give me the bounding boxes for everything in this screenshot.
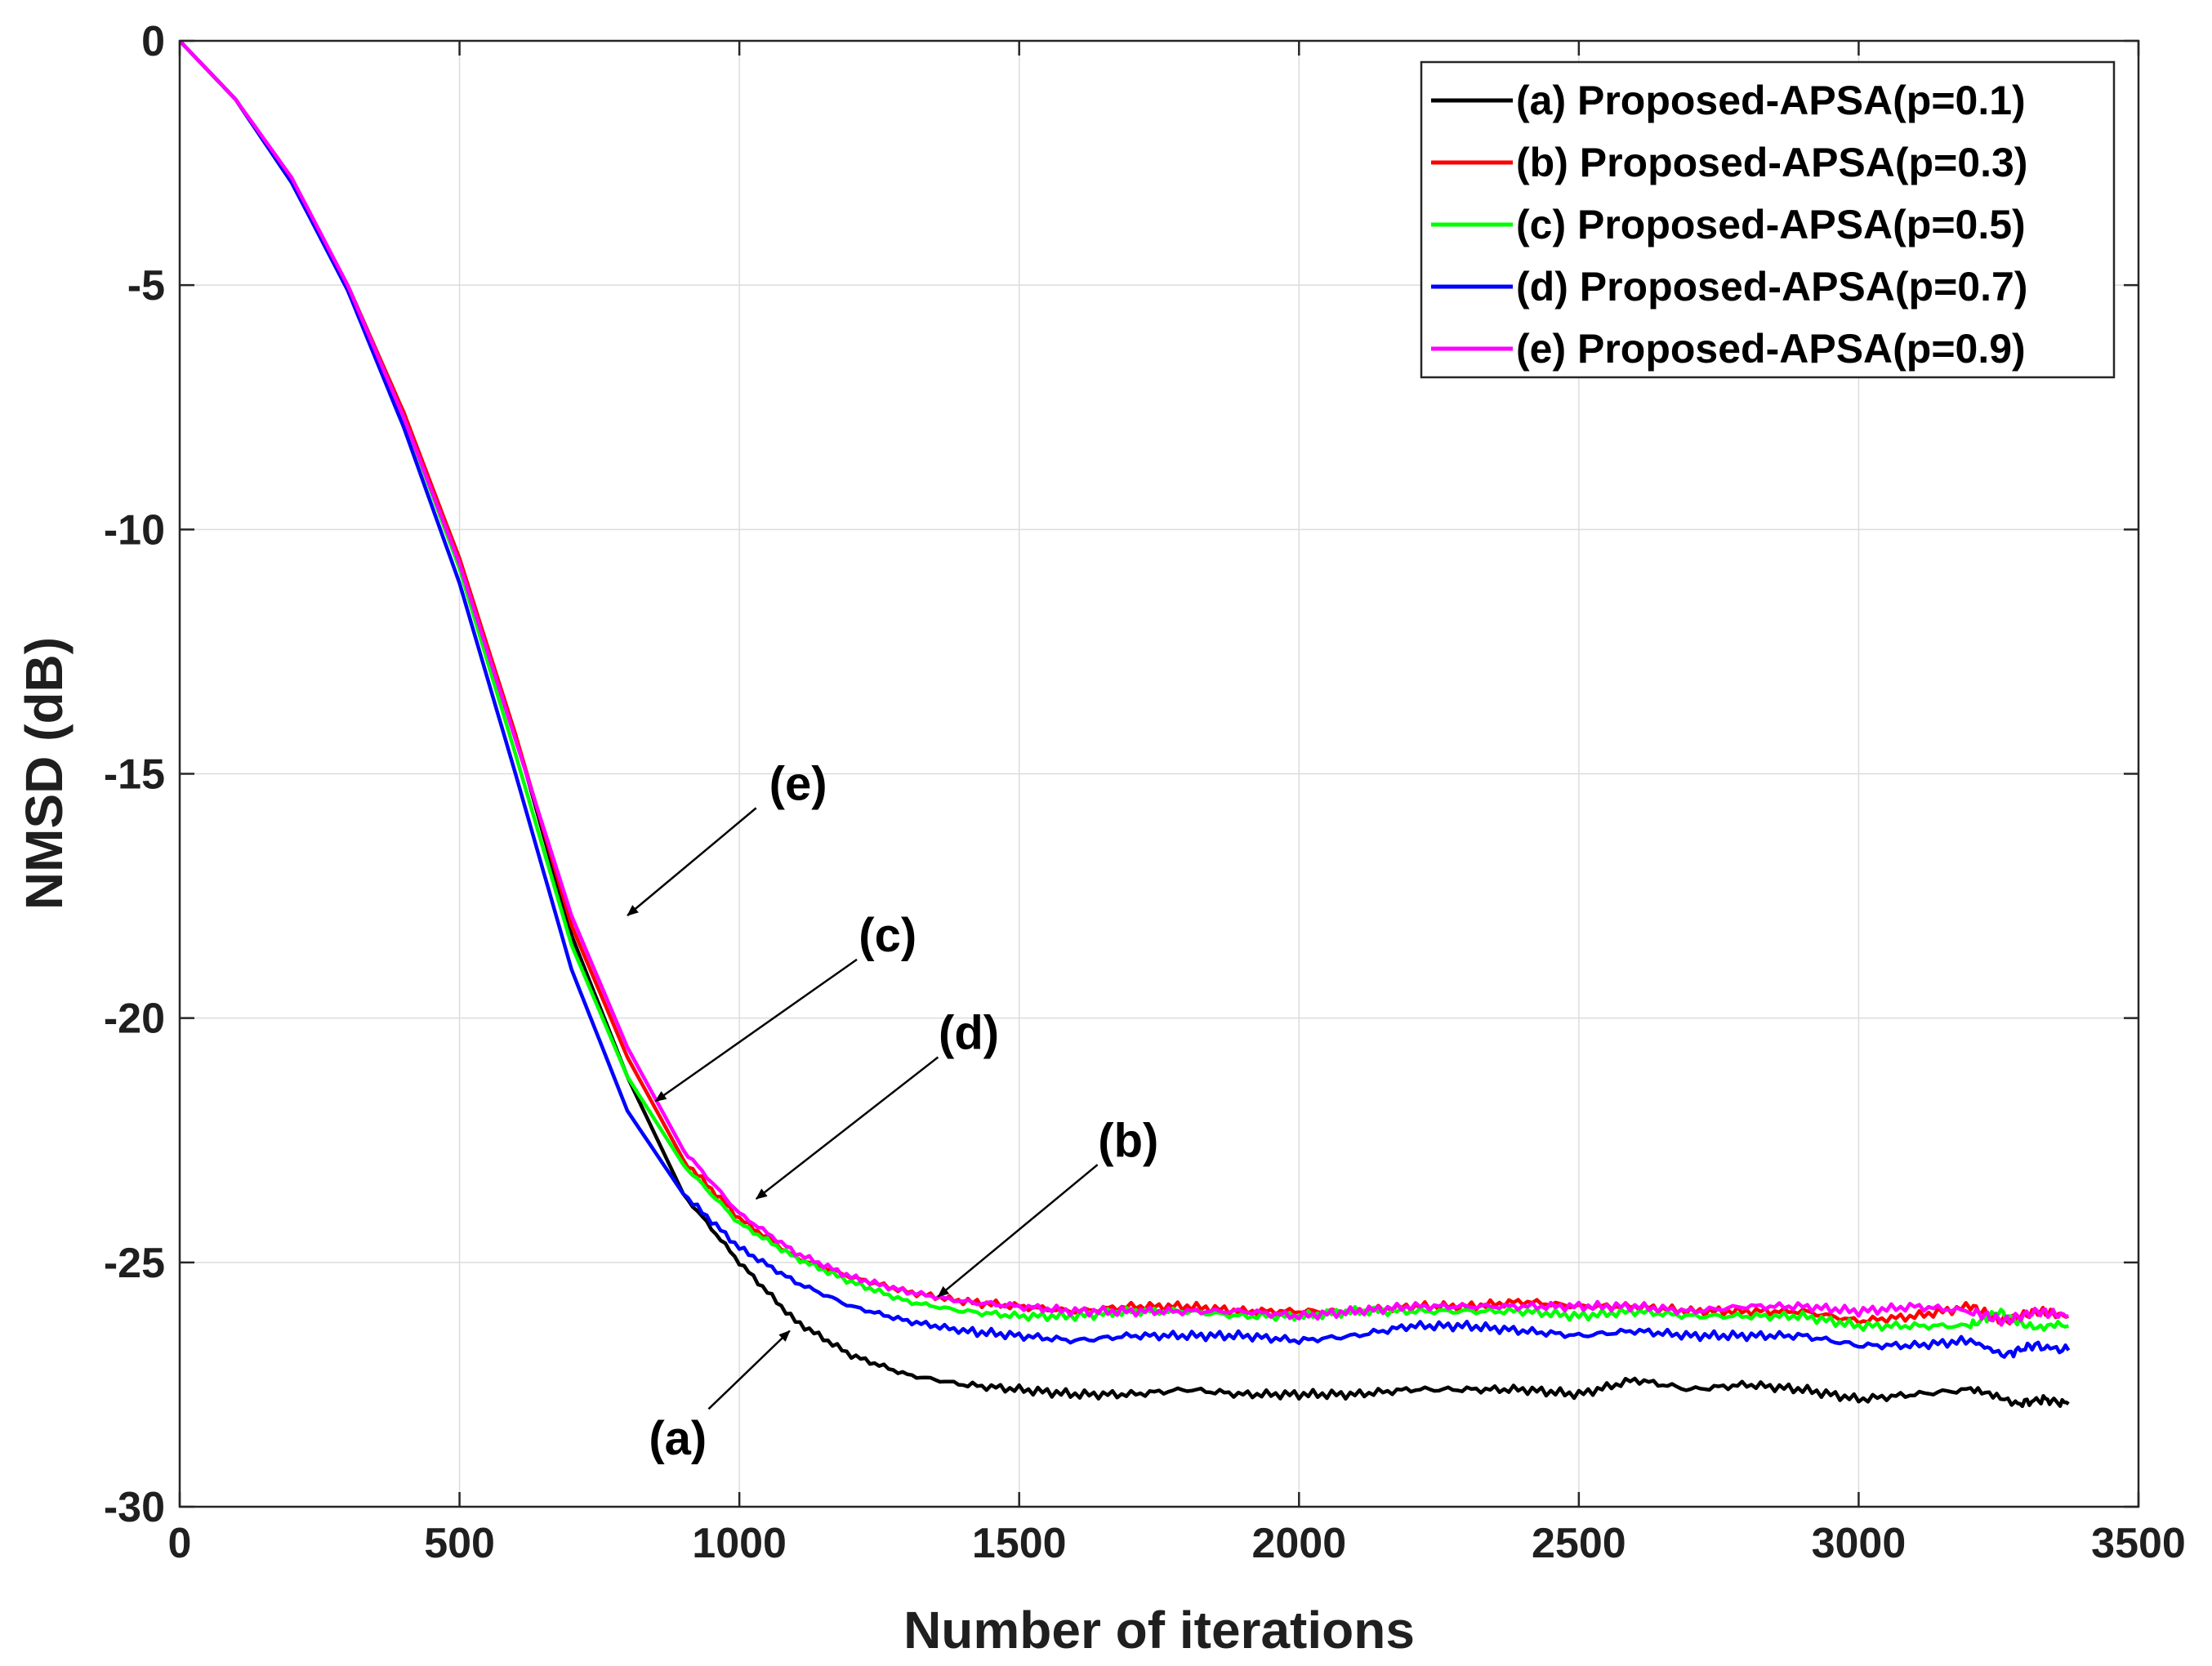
annotation-arrow <box>755 1056 939 1200</box>
legend-box <box>1420 60 2116 379</box>
annotation-label: (e) <box>769 757 827 810</box>
legend-label: (b) Proposed-APSA(p=0.3) <box>1516 140 2027 185</box>
x-tick-label: 2500 <box>1532 1520 1626 1567</box>
y-tick-label: -15 <box>104 751 165 799</box>
y-tick-label: -25 <box>104 1240 165 1287</box>
y-tick-label: 0 <box>141 18 165 65</box>
annotations: (e) (c) (d) (b) (a) <box>627 757 1158 1465</box>
y-tick-label: -5 <box>127 262 165 310</box>
x-tick-label: 3500 <box>2091 1520 2186 1567</box>
annotation-label: (c) <box>858 909 916 962</box>
y-axis-label: NMSD (dB) <box>15 637 74 910</box>
grid-lines <box>180 41 2138 1507</box>
x-tick-label: 0 <box>168 1520 192 1567</box>
series-line-5 <box>180 41 2069 1327</box>
legend-label: (d) Proposed-APSA(p=0.7) <box>1516 264 2027 310</box>
legend-label: (a) Proposed-APSA(p=0.1) <box>1516 78 2026 123</box>
annotation-arrow <box>937 1164 1099 1298</box>
x-tick-label: 1000 <box>692 1520 787 1567</box>
y-tick-label: -20 <box>104 996 165 1043</box>
annotation-arrow <box>707 1330 791 1410</box>
annotation-arrow <box>654 958 858 1102</box>
axis-ticks: 0 500 1000 1500 2000 2500 3000 3500 0 -5 -10 -15 -20… <box>104 18 2186 1567</box>
legend-label: (e) Proposed-APSA(p=0.9) <box>1516 326 2026 372</box>
annotation-label: (a) <box>649 1412 707 1465</box>
legend: (a) Proposed-APSA(p=0.1) (b) Proposed-APS… <box>1420 60 2116 379</box>
annotation-arrow <box>627 807 757 916</box>
x-tick-label: 3000 <box>1812 1520 1907 1567</box>
series-layer <box>180 41 2071 1409</box>
legend-label: (c) Proposed-APSA(p=0.5) <box>1516 202 2026 247</box>
series-line-4 <box>180 41 2071 1359</box>
y-tick-label: -10 <box>104 506 165 554</box>
series-line-3 <box>180 41 2069 1332</box>
annotation-label: (d) <box>939 1007 999 1060</box>
x-axis-label: Number of iterations <box>903 1601 1415 1659</box>
y-tick-label: -30 <box>104 1484 165 1531</box>
x-tick-label: 500 <box>424 1520 495 1567</box>
x-tick-label: 1500 <box>972 1520 1067 1567</box>
x-tick-label: 2000 <box>1251 1520 1346 1567</box>
annotation-label: (b) <box>1098 1114 1158 1167</box>
